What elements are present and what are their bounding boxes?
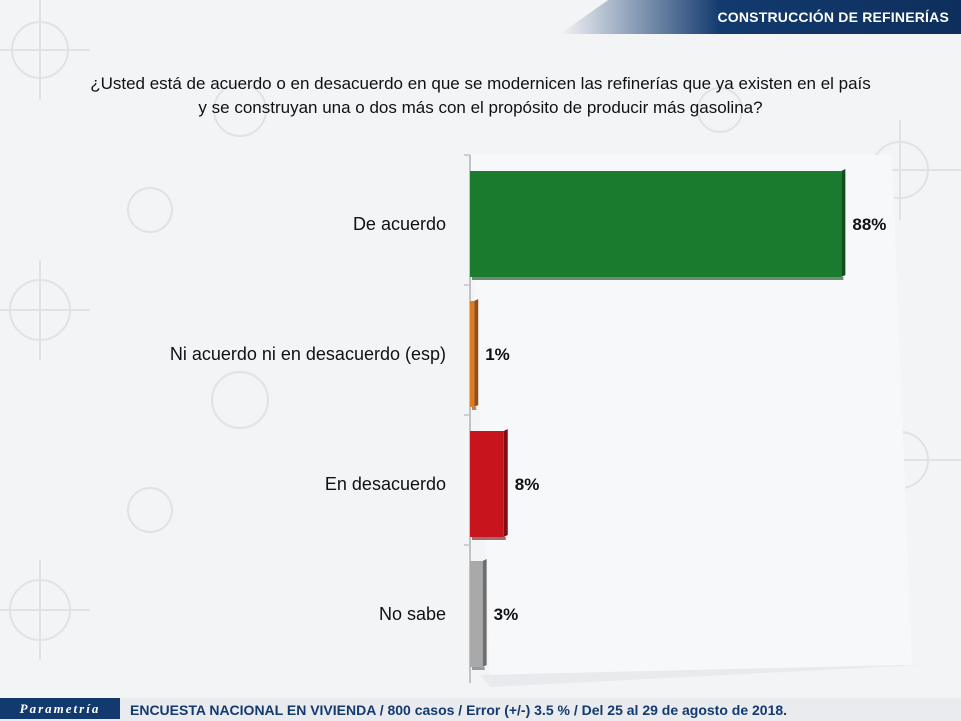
bar-shadow-1 (472, 277, 844, 280)
bar-side-1 (841, 169, 846, 277)
bar-chart: De acuerdo 88% Ni acuerdo ni en desacuerdo… (170, 154, 922, 687)
category-label-4: No sabe (379, 604, 446, 624)
header-title: CONSTRUCCIÓN DE REFINERÍAS (717, 9, 949, 25)
question-line-2: y se construyan una o dos más con el pro… (198, 98, 763, 117)
footer-band (0, 698, 961, 721)
value-label-4: 3% (494, 605, 519, 624)
footer-logo: Parametría (0, 698, 120, 719)
bar-side-4 (482, 559, 487, 667)
bar-side-3 (503, 429, 508, 537)
question-line-1: ¿Usted está de acuerdo o en desacuerdo e… (90, 74, 871, 93)
bar-2 (470, 301, 475, 407)
plot-floor (480, 665, 922, 687)
survey-question: ¿Usted está de acuerdo o en desacuerdo e… (20, 72, 941, 120)
value-label-2: 1% (485, 345, 510, 364)
header-band: CONSTRUCCIÓN DE REFINERÍAS (560, 0, 961, 34)
bar-4 (470, 561, 483, 667)
footer-survey-info: ENCUESTA NACIONAL EN VIVIENDA / 800 caso… (130, 702, 788, 718)
value-label-1: 88% (852, 215, 886, 234)
bar-side-2 (474, 299, 479, 407)
bar-shadow-3 (472, 537, 506, 540)
category-label-1: De acuerdo (353, 214, 446, 234)
bar-shadow-4 (472, 667, 485, 670)
bar-shadow-2 (472, 407, 477, 410)
category-label-3: En desacuerdo (325, 474, 446, 494)
bar-1 (470, 171, 842, 277)
value-label-3: 8% (515, 475, 540, 494)
category-label-2: Ni acuerdo ni en desacuerdo (esp) (170, 344, 446, 364)
plot-background (470, 155, 912, 675)
bar-3 (470, 431, 504, 537)
